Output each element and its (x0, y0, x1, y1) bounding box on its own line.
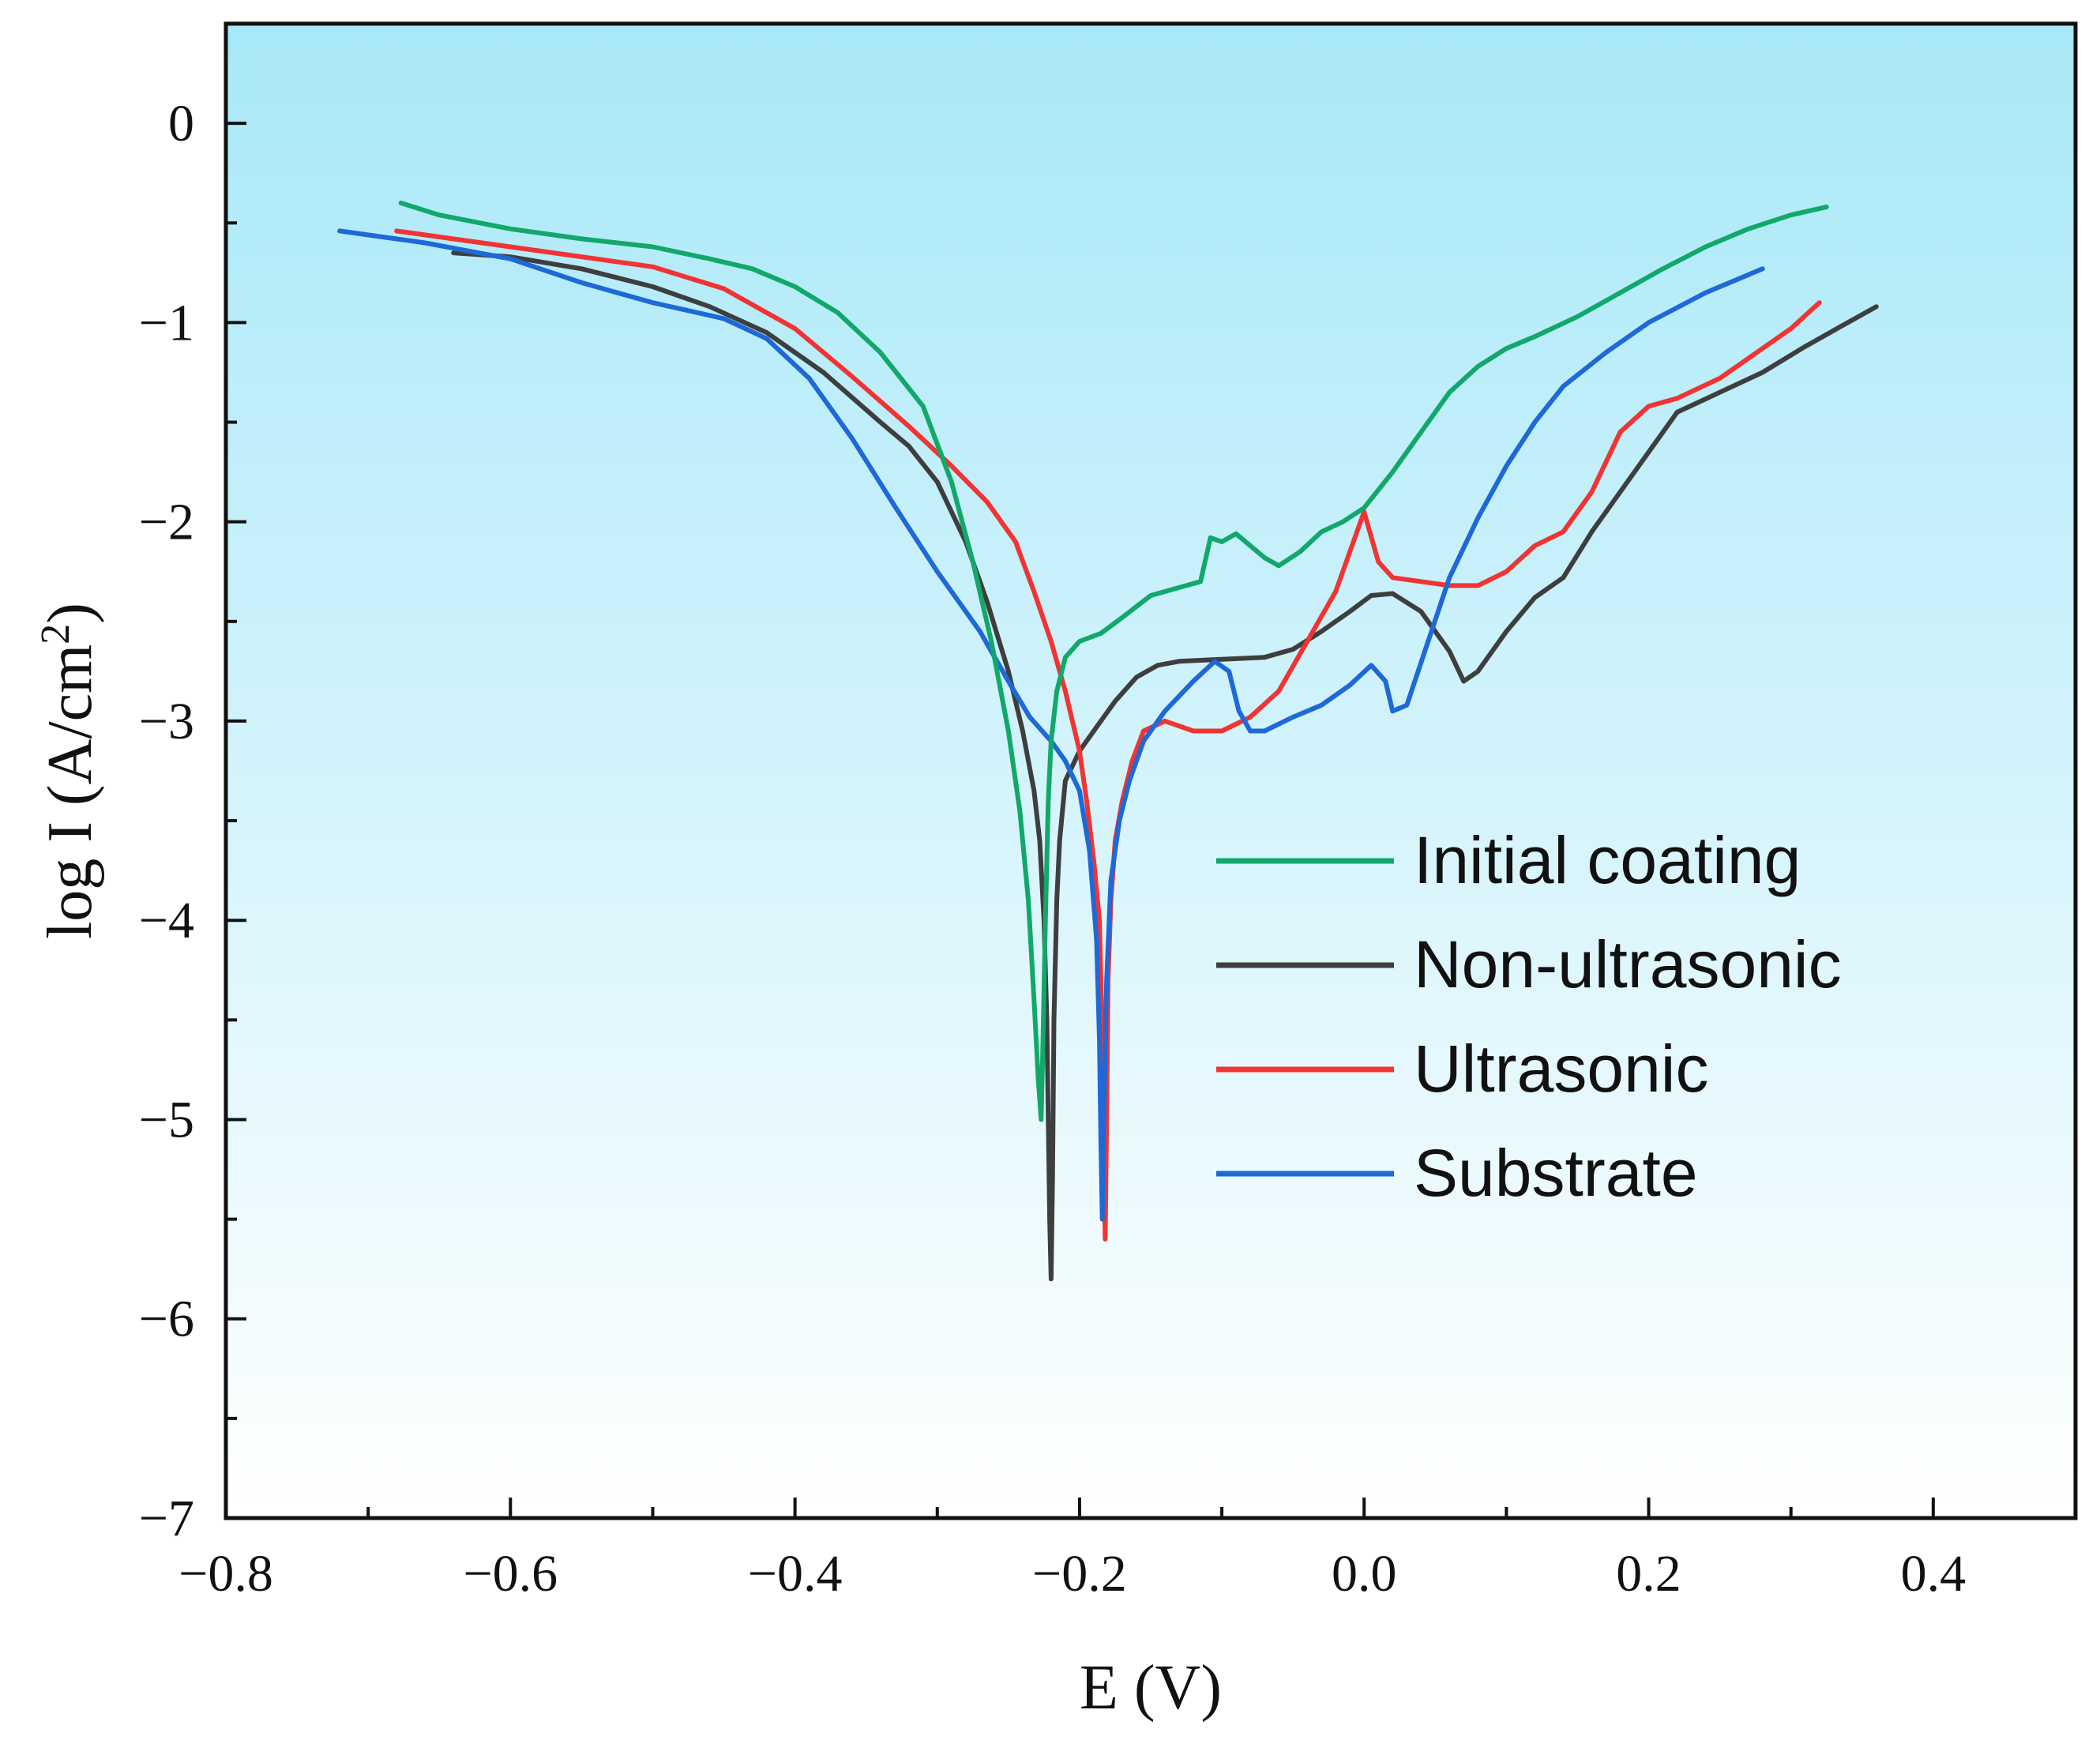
tick-layer: −0.8 −0.6 −0.4 −0.2 0.0 0.2 0.4 0 −1 −2 −3 −4 −5 −6 −7 (139, 95, 1966, 1603)
plot-background (226, 24, 2076, 1518)
series-line-substrate (337, 228, 1765, 1222)
legend-label: Substrate (1414, 1136, 1698, 1210)
y-tick-label: −3 (139, 693, 194, 750)
legend-label: Ultrasonic (1414, 1032, 1708, 1106)
series-line-ultrasonic (394, 228, 1822, 1242)
legend-label: Initial coating (1414, 823, 1801, 897)
y-axis-title-main: log I (A/cm (36, 645, 105, 939)
y-tick-label: −4 (139, 892, 194, 949)
x-tick-label: −0.8 (178, 1545, 273, 1603)
y-axis-title-close: ) (36, 603, 105, 624)
y-tick-label: −1 (139, 294, 194, 351)
series-line-initial-coating (398, 201, 1829, 1122)
x-tick-label: 0.2 (1616, 1545, 1681, 1603)
y-tick-label: −2 (139, 494, 194, 551)
x-tick-label: 0.4 (1901, 1545, 1967, 1603)
series-line-non-ultrasonic (451, 250, 1879, 1282)
y-tick-label: 0 (168, 95, 194, 152)
legend-label: Non-ultrasonic (1414, 927, 1842, 1002)
x-tick-label: −0.4 (748, 1545, 843, 1603)
y-axis-title-sup: 2 (33, 624, 78, 645)
x-axis-title: E (V) (1080, 1653, 1222, 1723)
legend: Initial coating Non-ultrasonic Ultrasonic S… (1216, 823, 1842, 1210)
y-tick-label: −7 (139, 1490, 194, 1547)
y-axis-title: log I (A/cm2) (33, 603, 105, 939)
plot-frame (224, 21, 2078, 1520)
x-tick-label: 0.0 (1332, 1545, 1397, 1603)
y-tick-label: −5 (139, 1091, 194, 1148)
x-tick-label: −0.2 (1032, 1545, 1127, 1603)
y-tick-label: −6 (139, 1291, 194, 1348)
x-tick-label: −0.6 (463, 1545, 558, 1603)
series-layer (337, 201, 1879, 1282)
